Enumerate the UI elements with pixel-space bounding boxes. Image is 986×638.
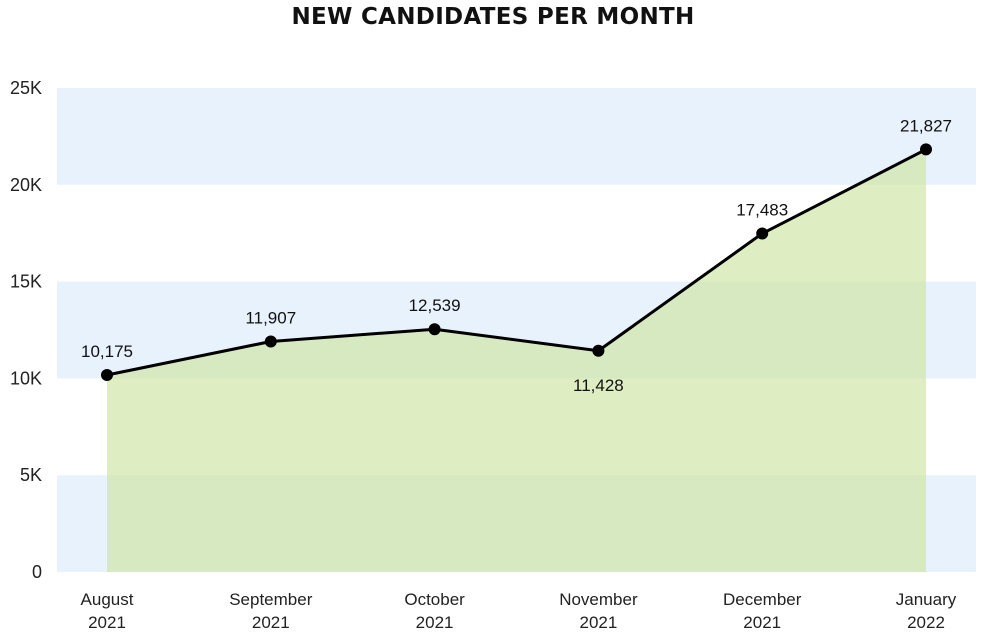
- x-tick-label: 2021: [416, 613, 454, 632]
- x-tick-label: December: [723, 590, 802, 609]
- x-tick-label: October: [404, 590, 465, 609]
- y-tick-label: 0: [32, 562, 42, 582]
- data-label: 10,175: [81, 342, 133, 361]
- x-tick-label: 2021: [579, 613, 617, 632]
- y-tick-label: 5K: [20, 465, 42, 485]
- chart-title: NEW CANDIDATES PER MONTH: [291, 4, 695, 30]
- data-point: [101, 369, 113, 382]
- data-label: 11,428: [573, 376, 624, 395]
- data-point: [592, 344, 605, 357]
- data-point: [428, 323, 441, 336]
- x-tick-label: September: [229, 590, 312, 609]
- area-fill: [107, 149, 926, 573]
- series-line: [106, 148, 927, 377]
- y-tick-label: 25K: [10, 78, 42, 98]
- data-point: [756, 227, 769, 240]
- x-tick-label: 2021: [743, 613, 781, 632]
- data-label: 11,907: [245, 308, 296, 327]
- data-label: 12,539: [409, 296, 461, 315]
- x-tick-label: 2021: [252, 613, 290, 632]
- data-label: 17,483: [736, 201, 788, 220]
- x-tick-label: 2022: [907, 613, 945, 632]
- x-tick-label: January: [896, 590, 957, 609]
- x-tick-label: November: [559, 590, 638, 609]
- data-label: 21,827: [900, 116, 952, 135]
- background-band: [57, 88, 976, 185]
- data-point: [264, 335, 277, 348]
- y-tick-label: 20K: [10, 175, 42, 195]
- x-tick-label: August: [81, 590, 134, 609]
- y-tick-label: 15K: [10, 272, 42, 292]
- x-tick-label: 2021: [88, 613, 126, 632]
- data-point: [920, 143, 932, 156]
- y-tick-label: 10K: [10, 368, 42, 388]
